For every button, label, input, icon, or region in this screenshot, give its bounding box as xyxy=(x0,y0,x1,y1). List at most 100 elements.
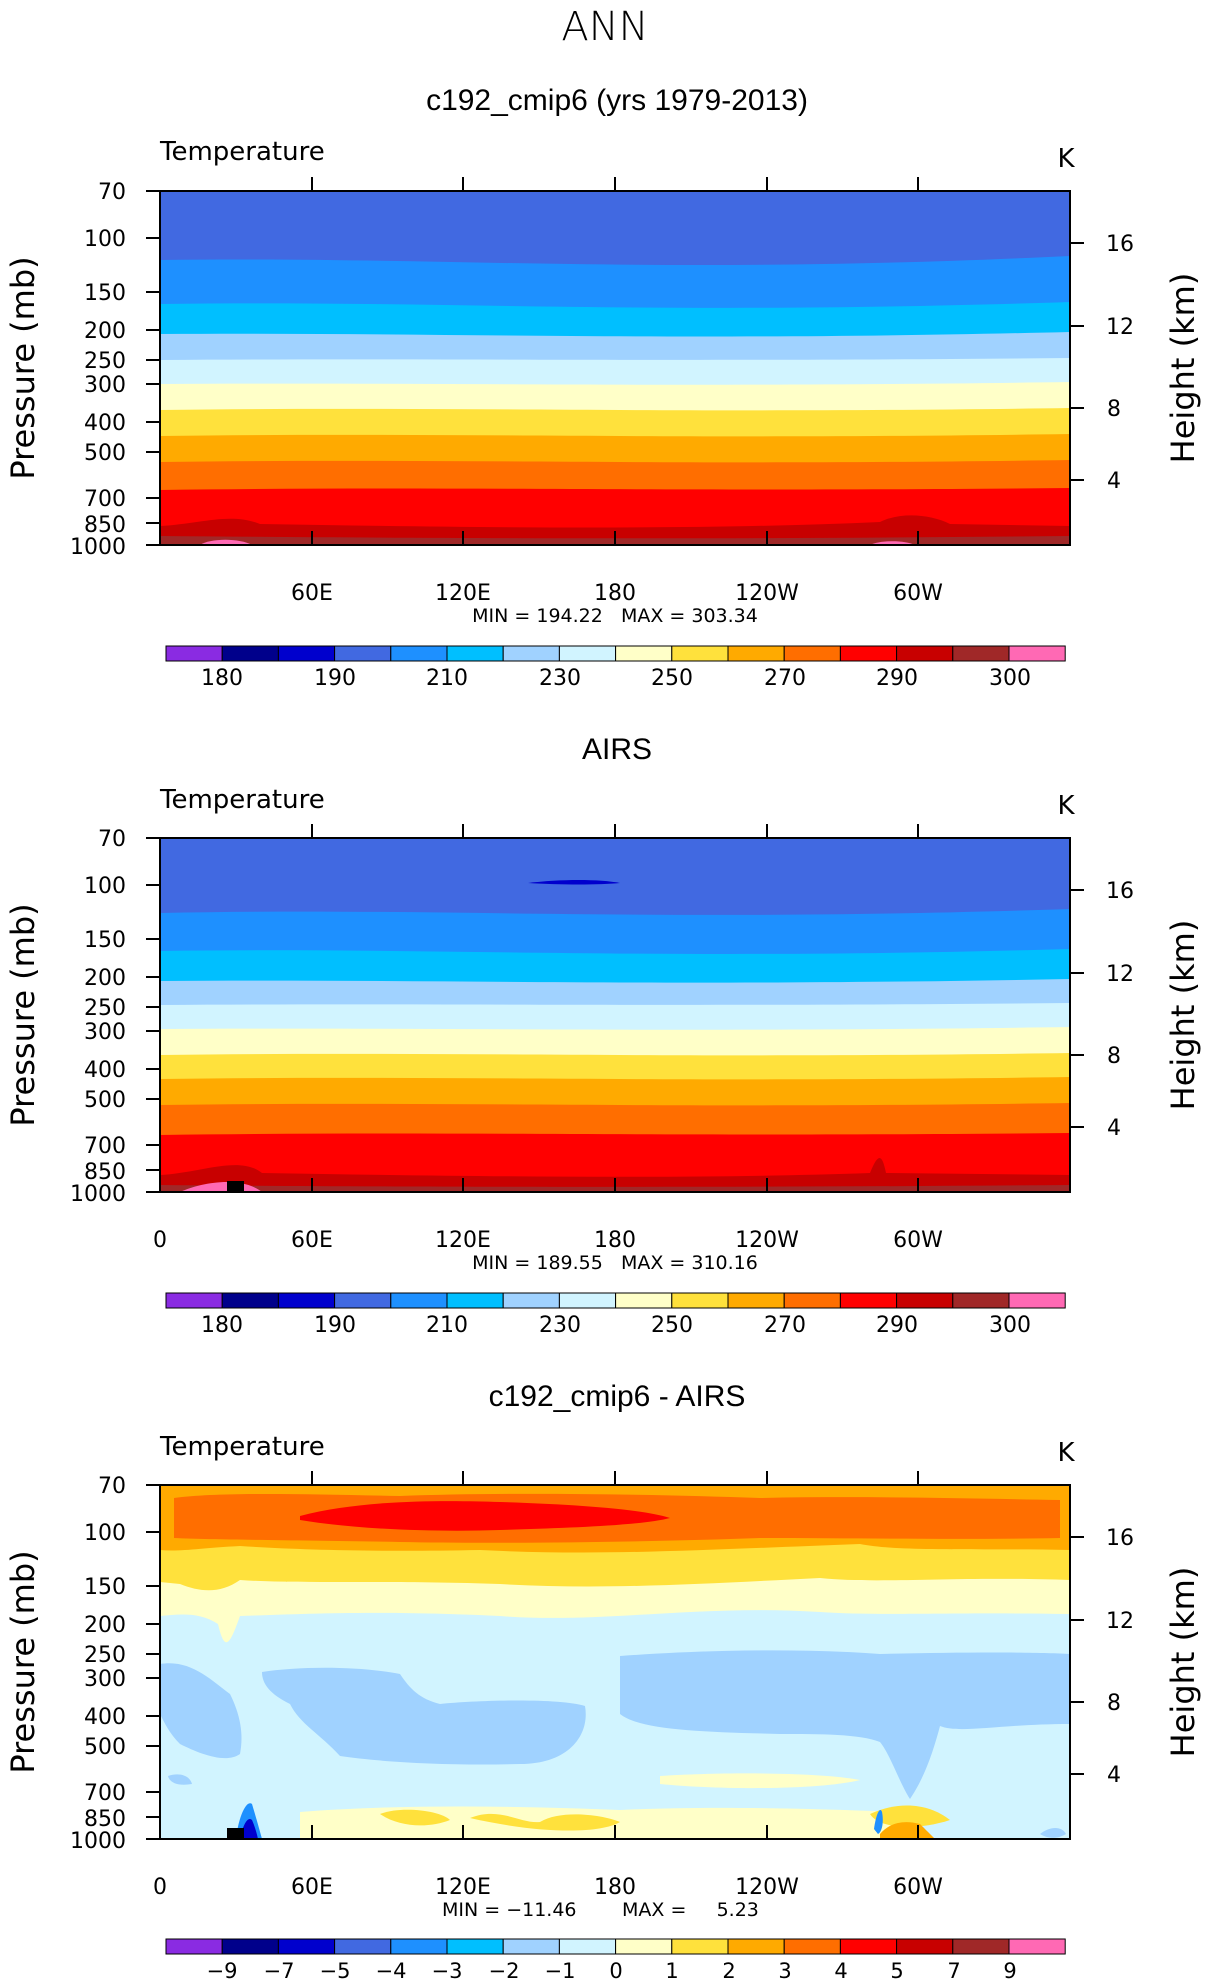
colorbar-swatch xyxy=(502,1938,560,1955)
colorbar-label: −5 xyxy=(320,1959,351,1983)
y-tick-label: 700 xyxy=(84,487,126,512)
x-tick-label: 180 xyxy=(594,581,636,606)
colorbar xyxy=(165,1292,1066,1309)
y-tick-label: 150 xyxy=(84,928,126,953)
colorbar-label: 250 xyxy=(651,1313,693,1338)
y-axis-right xyxy=(1070,1536,1084,1775)
colorbar-label: 7 xyxy=(947,1959,960,1983)
x-tick-label: 60E xyxy=(291,1875,333,1900)
panel-model: c192_cmip6 (yrs 1979-2013) Temperature K… xyxy=(4,84,1202,691)
colorbar-swatch xyxy=(783,1938,841,1955)
colorbar-swatch xyxy=(165,1292,223,1309)
colorbar-label: 230 xyxy=(539,666,581,691)
plot-area xyxy=(159,1484,1071,1840)
y-tick-label: 100 xyxy=(84,227,126,252)
x-axis xyxy=(159,1471,919,1839)
colorbar-swatch xyxy=(446,1292,504,1309)
colorbar-swatch xyxy=(221,1292,279,1309)
colorbar-label: 180 xyxy=(201,666,243,691)
panel-diff: c192_cmip6 - AIRS Temperature K xyxy=(4,1380,1202,1983)
colorbar-swatch xyxy=(839,645,898,662)
y-axis-left xyxy=(146,190,160,546)
colorbar-swatch xyxy=(390,1292,448,1309)
y-axis-left xyxy=(146,1484,160,1840)
y-tick-label: 200 xyxy=(84,966,126,991)
y-tick-label: 250 xyxy=(84,349,126,374)
y-tick-label: 300 xyxy=(84,373,126,398)
colorbar-label: 190 xyxy=(314,666,356,691)
x-tick-label: 120W xyxy=(735,1228,799,1253)
y-tick-label: 70 xyxy=(98,180,126,205)
x-axis xyxy=(159,177,919,545)
y-tick-label: 150 xyxy=(84,1575,126,1600)
y-axis-right xyxy=(1070,242,1084,481)
colorbar-swatch xyxy=(727,645,785,662)
units-label: K xyxy=(1057,791,1075,821)
y-tick-label: 700 xyxy=(84,1781,126,1806)
y-tick-label: 850 xyxy=(84,1807,126,1832)
y2-tick-label: 12 xyxy=(1106,962,1134,987)
y-tick-label: 500 xyxy=(84,1088,126,1113)
x-tick-label: 60W xyxy=(893,1228,943,1253)
colorbar-label: 270 xyxy=(764,1313,806,1338)
y2-tick-label: 12 xyxy=(1106,315,1134,340)
y-tick-label: 250 xyxy=(84,996,126,1021)
colorbar-label: 300 xyxy=(989,666,1031,691)
y-axis-title: Pressure (mb) xyxy=(4,1550,42,1773)
y-tick-label: 850 xyxy=(84,1160,126,1185)
y-tick-label: 250 xyxy=(84,1643,126,1668)
colorbar-label: 180 xyxy=(201,1313,243,1338)
y-tick-label: 400 xyxy=(84,1705,126,1730)
colorbar-label: 290 xyxy=(876,1313,918,1338)
colorbar-swatch xyxy=(558,645,617,662)
y-tick-label: 500 xyxy=(84,441,126,466)
colorbar-swatch xyxy=(615,1292,673,1309)
units-label: K xyxy=(1057,144,1075,174)
colorbar-label: −2 xyxy=(489,1959,520,1983)
variable-label: Temperature xyxy=(159,1432,325,1462)
x-axis xyxy=(159,824,919,1192)
y-tick-label: 100 xyxy=(84,1521,126,1546)
panel-title: c192_cmip6 (yrs 1979-2013) xyxy=(426,84,808,117)
colorbar-swatch xyxy=(896,645,954,662)
panel-obs: AIRS Temperature K 70 100 150 xyxy=(4,733,1202,1338)
colorbar-swatch xyxy=(783,1292,841,1309)
colorbar-swatch xyxy=(334,645,392,662)
y-axis-right xyxy=(1070,889,1084,1128)
colorbar-swatch xyxy=(334,1938,392,1955)
y-tick-label: 1000 xyxy=(70,1829,126,1854)
y-tick-label: 300 xyxy=(84,1667,126,1692)
x-tick-label: 0 xyxy=(153,1228,167,1253)
x-tick-label: 180 xyxy=(594,1875,636,1900)
colorbar-swatch xyxy=(221,1938,279,1955)
panel-title: AIRS xyxy=(582,733,652,766)
colorbar-swatch xyxy=(671,1292,729,1309)
y2-tick-label: 16 xyxy=(1106,232,1134,257)
plot-area xyxy=(159,190,1071,546)
colorbar-label: −4 xyxy=(376,1959,407,1983)
y-tick-label: 400 xyxy=(84,1058,126,1083)
y-tick-label: 700 xyxy=(84,1134,126,1159)
x-tick-label: 120E xyxy=(435,1228,491,1253)
y2-tick-label: 16 xyxy=(1106,879,1134,904)
colorbar-swatch xyxy=(165,645,223,662)
colorbar-swatch xyxy=(558,1938,617,1955)
units-label: K xyxy=(1057,1438,1075,1468)
x-tick-label: 60W xyxy=(893,581,943,606)
y-tick-label: 70 xyxy=(98,827,126,852)
colorbar-swatch xyxy=(277,1292,336,1309)
y2-tick-label: 16 xyxy=(1106,1526,1134,1551)
colorbar-label: 210 xyxy=(426,666,468,691)
colorbar-swatch xyxy=(952,1938,1010,1955)
y-tick-label: 400 xyxy=(84,411,126,436)
colorbar-swatch xyxy=(952,1292,1010,1309)
x-tick-label: 0 xyxy=(153,1875,167,1900)
x-tick-label: 60E xyxy=(291,581,333,606)
colorbar-label: 290 xyxy=(876,666,918,691)
figure-title: ANN xyxy=(561,4,648,50)
stats-min-label: MIN = −11.46 xyxy=(442,1899,577,1921)
y-tick-label: 500 xyxy=(84,1735,126,1760)
x-tick-label: 60W xyxy=(893,1875,943,1900)
x-tick-label: 120W xyxy=(735,581,799,606)
